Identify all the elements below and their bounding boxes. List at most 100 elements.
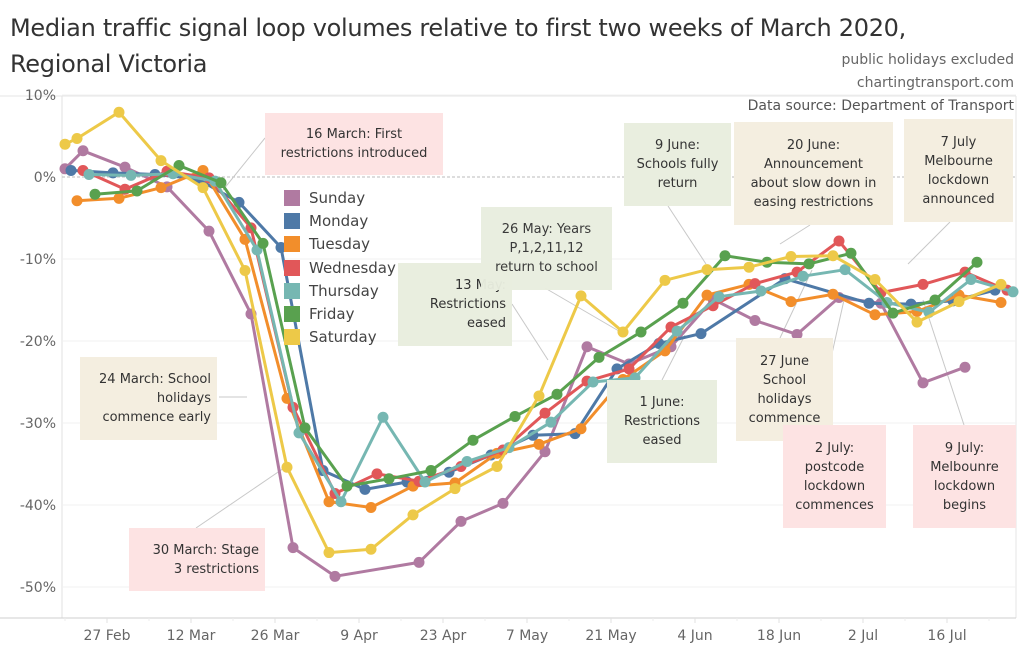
data-point-sunday[interactable]: [581, 341, 593, 353]
data-point-saturday[interactable]: [71, 132, 83, 144]
data-point-friday[interactable]: [89, 188, 101, 200]
data-point-saturday[interactable]: [281, 461, 293, 473]
data-point-monday[interactable]: [107, 167, 119, 179]
data-point-saturday[interactable]: [59, 138, 71, 150]
data-point-thursday[interactable]: [755, 285, 767, 297]
data-point-friday[interactable]: [131, 185, 143, 197]
data-point-saturday[interactable]: [911, 316, 923, 328]
data-point-tuesday[interactable]: [575, 423, 587, 435]
data-point-thursday[interactable]: [461, 456, 473, 468]
data-point-friday[interactable]: [509, 410, 521, 422]
data-point-friday[interactable]: [299, 422, 311, 434]
data-point-sunday[interactable]: [959, 361, 971, 373]
legend-item-wednesday[interactable]: Wednesday: [284, 256, 396, 279]
data-point-saturday[interactable]: [155, 155, 167, 167]
legend-item-thursday[interactable]: Thursday: [284, 279, 396, 302]
data-point-thursday[interactable]: [125, 169, 137, 181]
data-point-monday[interactable]: [65, 164, 77, 176]
data-point-sunday[interactable]: [119, 161, 131, 173]
data-point-friday[interactable]: [887, 307, 899, 319]
legend-item-monday[interactable]: Monday: [284, 209, 396, 232]
data-point-saturday[interactable]: [365, 543, 377, 555]
data-point-thursday[interactable]: [1007, 286, 1019, 298]
data-point-sunday[interactable]: [77, 145, 89, 157]
data-point-saturday[interactable]: [953, 296, 965, 308]
legend-item-saturday[interactable]: Saturday: [284, 326, 396, 349]
data-point-tuesday[interactable]: [365, 501, 377, 513]
data-point-saturday[interactable]: [701, 264, 713, 276]
data-point-friday[interactable]: [845, 247, 857, 259]
data-point-thursday[interactable]: [839, 264, 851, 276]
legend-item-tuesday[interactable]: Tuesday: [284, 233, 396, 256]
data-point-tuesday[interactable]: [701, 289, 713, 301]
data-point-saturday[interactable]: [827, 250, 839, 262]
data-point-monday[interactable]: [275, 242, 287, 254]
data-point-saturday[interactable]: [743, 261, 755, 273]
data-point-sunday[interactable]: [791, 328, 803, 340]
data-point-tuesday[interactable]: [323, 496, 335, 508]
data-point-monday[interactable]: [863, 297, 875, 309]
data-point-thursday[interactable]: [335, 496, 347, 508]
data-point-friday[interactable]: [635, 326, 647, 338]
data-point-sunday[interactable]: [455, 515, 467, 527]
data-point-friday[interactable]: [257, 237, 269, 249]
data-point-tuesday[interactable]: [71, 195, 83, 207]
data-point-tuesday[interactable]: [533, 438, 545, 450]
data-point-friday[interactable]: [467, 434, 479, 446]
data-point-wednesday[interactable]: [539, 407, 551, 419]
data-point-friday[interactable]: [593, 351, 605, 363]
data-point-tuesday[interactable]: [869, 309, 881, 321]
data-point-saturday[interactable]: [995, 278, 1007, 290]
data-point-friday[interactable]: [971, 256, 983, 268]
data-point-friday[interactable]: [173, 160, 185, 172]
data-point-saturday[interactable]: [617, 326, 629, 338]
data-point-thursday[interactable]: [545, 416, 557, 428]
data-point-saturday[interactable]: [575, 290, 587, 302]
data-point-saturday[interactable]: [869, 274, 881, 285]
data-point-friday[interactable]: [425, 465, 437, 477]
data-point-saturday[interactable]: [407, 509, 419, 521]
data-point-friday[interactable]: [719, 250, 731, 262]
data-point-saturday[interactable]: [197, 182, 209, 194]
legend-item-friday[interactable]: Friday: [284, 302, 396, 325]
data-point-saturday[interactable]: [113, 106, 125, 118]
data-point-wednesday[interactable]: [917, 278, 929, 290]
data-point-friday[interactable]: [341, 480, 353, 492]
data-point-thursday[interactable]: [419, 476, 431, 488]
data-point-sunday[interactable]: [749, 315, 761, 326]
data-point-sunday[interactable]: [203, 225, 215, 237]
data-point-thursday[interactable]: [713, 291, 725, 303]
data-point-wednesday[interactable]: [749, 278, 761, 290]
data-point-friday[interactable]: [215, 177, 227, 189]
data-point-tuesday[interactable]: [785, 296, 797, 308]
data-point-thursday[interactable]: [671, 325, 683, 337]
data-point-saturday[interactable]: [659, 274, 671, 286]
data-point-saturday[interactable]: [785, 251, 797, 263]
data-point-thursday[interactable]: [377, 411, 389, 423]
data-point-monday[interactable]: [695, 328, 707, 340]
data-point-sunday[interactable]: [539, 446, 551, 458]
data-point-friday[interactable]: [803, 258, 815, 270]
data-point-friday[interactable]: [929, 294, 941, 306]
data-point-saturday[interactable]: [449, 483, 461, 495]
legend-item-sunday[interactable]: Sunday: [284, 186, 396, 209]
data-point-thursday[interactable]: [83, 169, 95, 181]
data-point-tuesday[interactable]: [827, 288, 839, 300]
data-point-sunday[interactable]: [287, 542, 299, 554]
data-point-thursday[interactable]: [587, 376, 599, 388]
data-point-saturday[interactable]: [491, 460, 503, 472]
data-point-wednesday[interactable]: [623, 363, 635, 375]
data-point-friday[interactable]: [383, 473, 395, 485]
data-point-saturday[interactable]: [323, 547, 335, 559]
data-point-tuesday[interactable]: [995, 296, 1007, 308]
data-point-tuesday[interactable]: [155, 182, 167, 194]
data-point-thursday[interactable]: [797, 270, 809, 282]
data-point-friday[interactable]: [677, 297, 689, 309]
data-point-monday[interactable]: [359, 483, 371, 495]
data-point-thursday[interactable]: [965, 274, 977, 285]
data-point-sunday[interactable]: [917, 377, 929, 389]
data-point-sunday[interactable]: [329, 570, 341, 582]
data-point-saturday[interactable]: [239, 264, 251, 276]
data-point-saturday[interactable]: [533, 390, 545, 402]
data-point-sunday[interactable]: [413, 556, 425, 568]
